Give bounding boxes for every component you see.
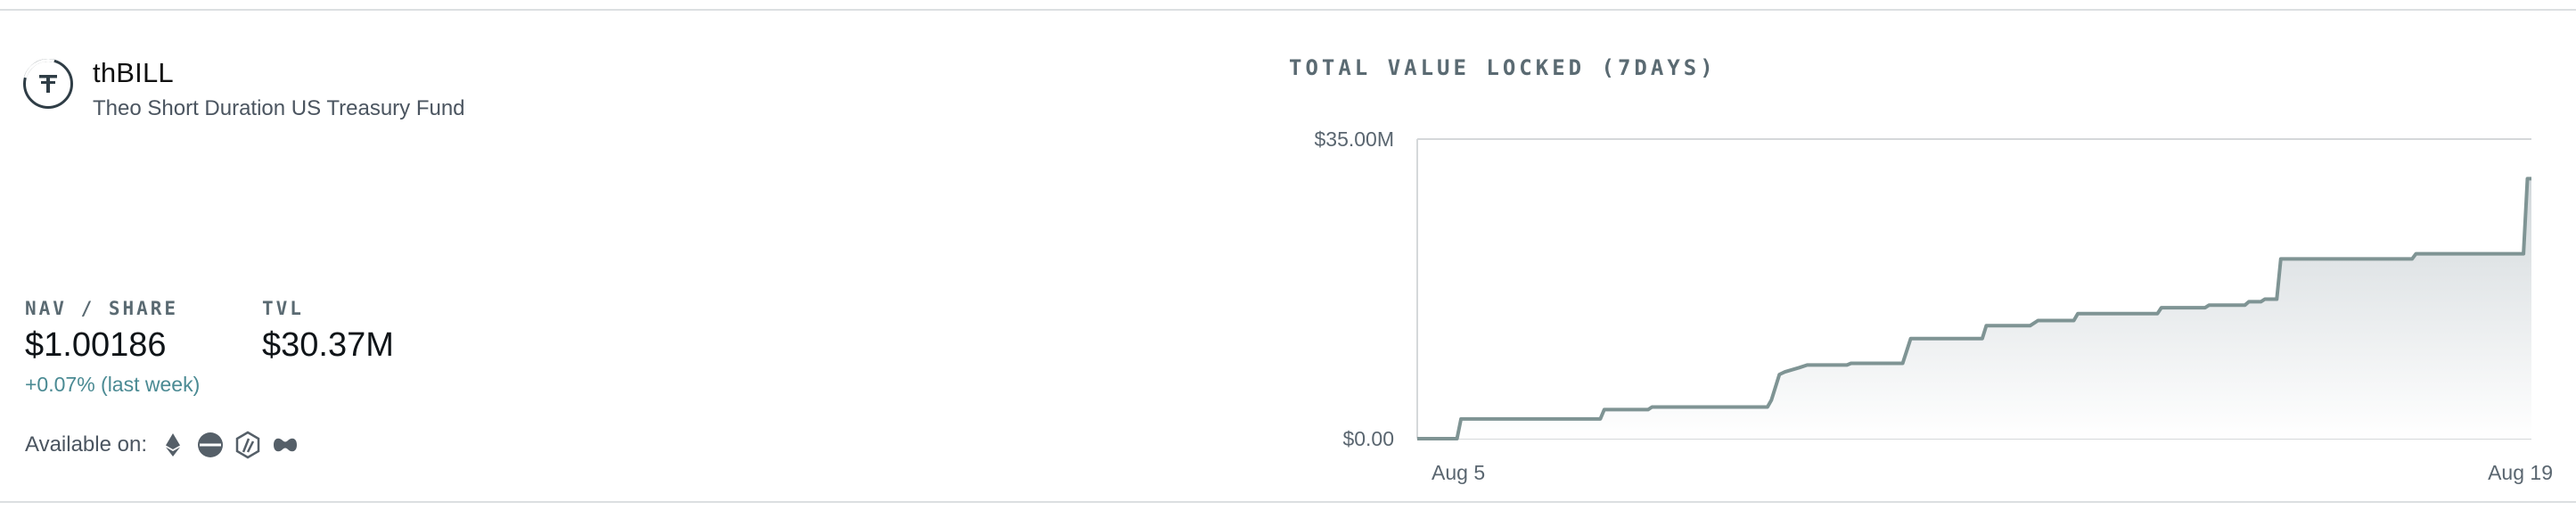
available-on: Available on:: [25, 430, 300, 460]
y-tick-label: $35.00M: [1314, 128, 1394, 151]
x-tick-label: Aug 5: [1432, 461, 1485, 484]
fund-full-name: Theo Short Duration US Treasury Fund: [93, 96, 465, 120]
top-divider: [0, 9, 2576, 11]
x-tick-label: Aug 19: [2488, 461, 2553, 484]
tvl-label: TVL: [262, 298, 304, 319]
tvl-line: [1417, 177, 2531, 440]
bottom-divider: [0, 501, 2576, 503]
tvl-value: $30.37M: [262, 326, 394, 364]
ethereum-icon[interactable]: [158, 430, 188, 460]
arbitrum-icon[interactable]: [233, 430, 263, 460]
nav-share-value: $1.00186: [25, 326, 167, 364]
y-tick-label: $0.00: [1342, 427, 1394, 450]
base-icon[interactable]: [195, 430, 226, 460]
fund-symbol: thBILL: [93, 57, 174, 88]
tvl-chart: $35.00M $0.00 Aug 5 Aug 19: [1314, 128, 2553, 484]
chain-list: [158, 430, 300, 460]
tether-t-icon: [13, 49, 83, 119]
nav-change: +0.07% (last week): [25, 373, 201, 396]
nav-share-label: NAV / SHARE: [25, 298, 179, 319]
tvl-area: [1417, 178, 2531, 439]
hyperliquid-icon[interactable]: [270, 430, 300, 460]
available-on-label: Available on:: [25, 432, 147, 457]
chart-title: TOTAL VALUE LOCKED (7DAYS): [1289, 55, 1717, 80]
